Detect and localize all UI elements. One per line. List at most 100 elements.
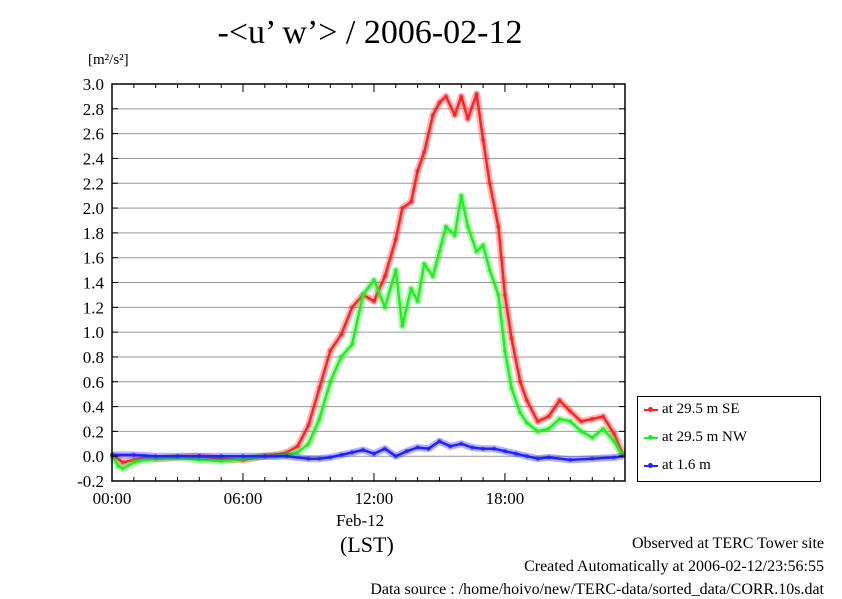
data-point <box>328 379 333 384</box>
data-point <box>349 342 355 347</box>
footer-site: Observed at TERC Tower site <box>631 535 824 552</box>
data-point <box>496 224 501 229</box>
x-tick-label: 00:00 <box>93 489 132 508</box>
y-tick-label: 1.8 <box>83 224 104 243</box>
data-point <box>546 414 551 419</box>
data-point <box>240 453 246 459</box>
data-point <box>437 100 442 105</box>
data-point <box>400 323 405 329</box>
data-point <box>568 409 573 414</box>
data-point <box>611 431 617 437</box>
data-point <box>518 379 523 384</box>
data-point <box>116 463 121 469</box>
data-point <box>175 453 180 459</box>
data-point <box>487 267 492 273</box>
data-point <box>600 414 606 419</box>
axes <box>111 83 626 482</box>
data-point <box>421 150 427 155</box>
data-point <box>568 457 573 463</box>
plot-frame <box>111 83 626 482</box>
tick-labels: -0.2 0.0 0.2 0.4 0.6 0.8 1.0 1.2 1.4 1.6 1.8 2.0 2.2… <box>77 75 524 508</box>
y-tick-label: 1.0 <box>83 323 104 342</box>
data-point <box>197 457 202 463</box>
x-tick-label: 06:00 <box>224 489 263 508</box>
data-point <box>502 292 508 298</box>
data-point <box>452 112 457 118</box>
data-point <box>400 205 405 211</box>
y-tick-label: 2.8 <box>83 100 104 119</box>
footer-source: Data source : /home/hoivo/new/TERC-data/… <box>370 581 824 598</box>
data-point <box>262 453 268 459</box>
series-halo <box>110 90 627 466</box>
data-point <box>465 116 471 121</box>
y-tick-label: 2.6 <box>83 125 104 144</box>
data-point <box>131 452 137 458</box>
data-point <box>546 455 551 460</box>
data-point <box>349 450 355 455</box>
data-point <box>421 261 427 267</box>
y-tick-label: 1.2 <box>83 298 104 317</box>
data-point <box>415 168 420 174</box>
legend-marker-low <box>644 462 658 468</box>
y-tick-label: 2.0 <box>83 199 104 218</box>
data-point <box>426 446 431 451</box>
data-point <box>557 398 562 403</box>
data-point <box>474 91 479 97</box>
data-point <box>568 419 573 424</box>
data-point <box>557 416 562 422</box>
data-point <box>339 332 344 337</box>
x-axis-date-label: Feb-12 <box>336 511 385 530</box>
data-point <box>502 348 508 353</box>
legend: at 29.5 m SE at 29.5 m NW at 1.6 m <box>637 396 821 482</box>
data-point <box>535 456 540 461</box>
data-point <box>339 354 344 360</box>
data-point <box>371 298 377 304</box>
data-point <box>459 441 464 446</box>
data-point <box>393 267 398 273</box>
data-point <box>295 450 300 455</box>
data-point <box>382 274 388 279</box>
data-point <box>437 249 442 254</box>
data-point <box>611 455 617 460</box>
y-tick-label: 0.2 <box>83 422 104 441</box>
data-point <box>382 446 388 451</box>
data-point <box>513 451 519 456</box>
y-tick-label: 1.6 <box>83 249 104 268</box>
data-point <box>452 233 457 238</box>
data-point <box>443 94 449 99</box>
x-axis-unit-label: (LST) <box>340 532 394 557</box>
y-tick-label: 0.6 <box>83 373 104 392</box>
data-point <box>480 446 486 451</box>
x-tick-label: 18:00 <box>486 489 525 508</box>
data-point <box>360 447 366 453</box>
data-point <box>415 445 420 450</box>
data-point <box>496 292 501 298</box>
data-point <box>218 453 224 459</box>
data-point <box>469 445 475 450</box>
data-point <box>524 453 529 459</box>
data-point <box>459 94 464 99</box>
legend-item-nw: at 29.5 m NW <box>644 429 747 447</box>
legend-label-se: at 29.5 m SE <box>662 401 740 417</box>
data-point <box>487 181 492 186</box>
data-point <box>306 456 311 461</box>
y-tick-label: 2.4 <box>83 149 105 168</box>
data-point <box>474 249 479 254</box>
data-point <box>295 444 300 449</box>
y-tick-label: 0.0 <box>83 447 104 466</box>
series-line <box>112 440 623 462</box>
data-point <box>339 452 344 458</box>
data-point <box>509 385 514 391</box>
data-point <box>459 193 464 198</box>
y-tick-label: 0.8 <box>83 348 104 367</box>
data-point <box>579 419 584 424</box>
data-point <box>480 243 486 248</box>
data-point <box>360 292 366 298</box>
data-point <box>328 348 333 353</box>
data-point <box>524 420 529 425</box>
data-point <box>430 274 436 279</box>
data-point <box>197 453 202 459</box>
data-point <box>491 446 497 451</box>
data-point <box>437 439 442 444</box>
data-point <box>430 112 436 118</box>
